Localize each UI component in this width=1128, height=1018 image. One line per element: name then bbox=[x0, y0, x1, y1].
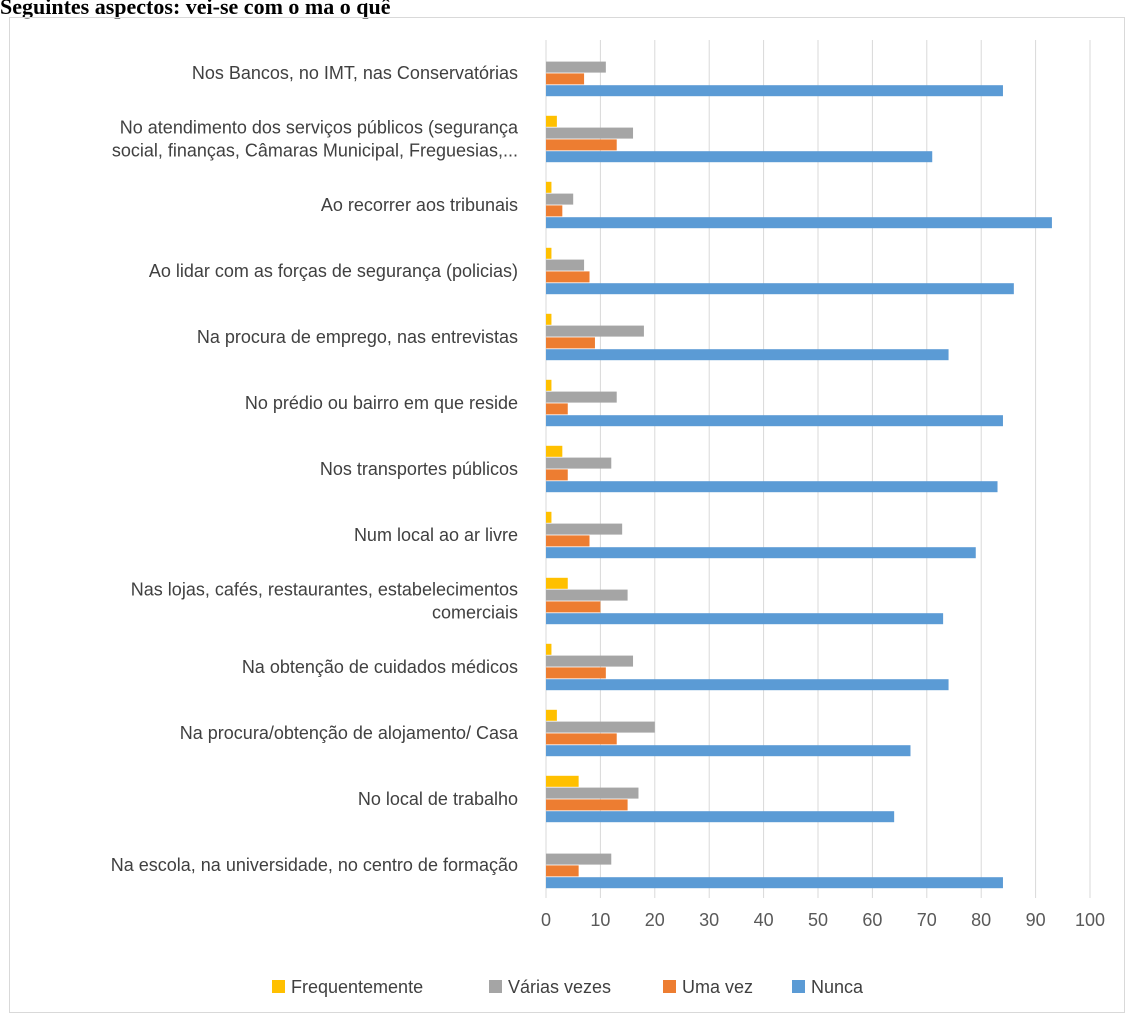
bar-várias-vezes bbox=[546, 61, 606, 73]
bar-nunca bbox=[546, 85, 1003, 97]
legend-label: Várias vezes bbox=[508, 977, 611, 997]
bar-frequentemente bbox=[546, 709, 557, 721]
page-title: Seguintes aspectos: vei-se com o ma o qu… bbox=[0, 0, 391, 19]
bar-frequentemente bbox=[546, 247, 552, 259]
bar-nunca bbox=[546, 811, 895, 823]
legend-label: Uma vez bbox=[682, 977, 753, 997]
category-label: Nas lojas, cafés, restaurantes, estabele… bbox=[131, 580, 518, 623]
bar-várias-vezes bbox=[546, 457, 612, 469]
bar-nunca bbox=[546, 679, 949, 691]
legend-swatch bbox=[663, 980, 676, 993]
bar-nunca bbox=[546, 877, 1003, 889]
x-tick-label: 20 bbox=[645, 910, 665, 930]
category-label: Num local ao ar livre bbox=[354, 525, 518, 545]
bar-nunca bbox=[546, 283, 1014, 295]
bar-várias-vezes bbox=[546, 391, 617, 403]
legend-swatch bbox=[272, 980, 285, 993]
x-tick-label: 0 bbox=[541, 910, 551, 930]
bar-frequentemente bbox=[546, 181, 552, 193]
bar-nunca bbox=[546, 217, 1052, 229]
legend-label: Frequentemente bbox=[291, 977, 423, 997]
bar-várias-vezes bbox=[546, 193, 574, 205]
category-label: Na obtenção de cuidados médicos bbox=[242, 657, 518, 677]
bar-várias-vezes bbox=[546, 325, 644, 337]
bar-frequentemente bbox=[546, 313, 552, 325]
bar-nunca bbox=[546, 613, 944, 625]
bar-várias-vezes bbox=[546, 589, 628, 601]
bar-uma-vez bbox=[546, 403, 568, 415]
category-labels: Nos Bancos, no IMT, nas Conservatórias No… bbox=[111, 63, 519, 875]
bar-várias-vezes bbox=[546, 787, 639, 799]
category-label: No atendimento dos serviços públicos (se… bbox=[112, 118, 519, 161]
bar-várias-vezes bbox=[546, 721, 655, 733]
bar-nunca bbox=[546, 481, 998, 493]
x-tick-label: 50 bbox=[808, 910, 828, 930]
legend-label: Nunca bbox=[811, 977, 864, 997]
category-label: Na escola, na universidade, no centro de… bbox=[111, 855, 518, 875]
category-label: Ao lidar com as forças de segurança (pol… bbox=[149, 261, 518, 281]
bar-uma-vez bbox=[546, 667, 606, 679]
category-label: Na procura/obtenção de alojamento/ Casa bbox=[180, 723, 519, 743]
category-label: No local de trabalho bbox=[358, 789, 518, 809]
category-label: No prédio ou bairro em que reside bbox=[245, 393, 518, 413]
bar-frequentemente bbox=[546, 511, 552, 523]
bar-várias-vezes bbox=[546, 655, 634, 667]
bar-chart: Nos Bancos, no IMT, nas Conservatórias No… bbox=[111, 40, 1105, 997]
legend-swatch bbox=[792, 980, 805, 993]
bar-uma-vez bbox=[546, 865, 579, 877]
legend: Frequentemente Várias vezes Uma vez Nunca bbox=[272, 977, 864, 997]
bar-uma-vez bbox=[546, 469, 568, 481]
x-tick-label: 60 bbox=[862, 910, 882, 930]
bar-várias-vezes bbox=[546, 259, 585, 271]
bar-uma-vez bbox=[546, 271, 590, 283]
x-tick-label: 10 bbox=[590, 910, 610, 930]
bar-nunca bbox=[546, 547, 976, 559]
x-tick-label: 100 bbox=[1075, 910, 1105, 930]
bar-nunca bbox=[546, 745, 911, 757]
bar-nunca bbox=[546, 151, 933, 163]
chart-frame: Nos Bancos, no IMT, nas Conservatórias No… bbox=[9, 17, 1125, 1013]
legend-swatch bbox=[489, 980, 502, 993]
gridlines bbox=[545, 40, 1091, 898]
bar-nunca bbox=[546, 349, 949, 361]
bar-uma-vez bbox=[546, 337, 595, 349]
category-label: Ao recorrer aos tribunais bbox=[321, 195, 518, 215]
x-tick-label: 40 bbox=[754, 910, 774, 930]
bar-várias-vezes bbox=[546, 853, 612, 865]
bar-uma-vez bbox=[546, 73, 585, 85]
x-tick-label: 80 bbox=[971, 910, 991, 930]
bar-frequentemente bbox=[546, 115, 557, 127]
category-label: Na procura de emprego, nas entrevistas bbox=[197, 327, 518, 347]
bar-uma-vez bbox=[546, 733, 617, 745]
category-label: Nos transportes públicos bbox=[320, 459, 518, 479]
bar-frequentemente bbox=[546, 775, 579, 787]
bar-várias-vezes bbox=[546, 523, 623, 535]
bar-frequentemente bbox=[546, 379, 552, 391]
x-tick-label: 90 bbox=[1026, 910, 1046, 930]
bar-várias-vezes bbox=[546, 127, 634, 139]
x-axis-ticks: 0 10 20 30 40 50 60 70 80 90 100 bbox=[541, 910, 1105, 930]
x-tick-label: 30 bbox=[699, 910, 719, 930]
bar-frequentemente bbox=[546, 643, 552, 655]
bar-frequentemente bbox=[546, 577, 568, 589]
bar-nunca bbox=[546, 415, 1003, 427]
x-tick-label: 70 bbox=[917, 910, 937, 930]
bar-uma-vez bbox=[546, 205, 563, 217]
category-label: Nos Bancos, no IMT, nas Conservatórias bbox=[192, 63, 518, 83]
bar-uma-vez bbox=[546, 601, 601, 613]
bar-uma-vez bbox=[546, 139, 617, 151]
bar-uma-vez bbox=[546, 799, 628, 811]
bar-frequentemente bbox=[546, 445, 563, 457]
bar-uma-vez bbox=[546, 535, 590, 547]
bars bbox=[546, 61, 1052, 889]
